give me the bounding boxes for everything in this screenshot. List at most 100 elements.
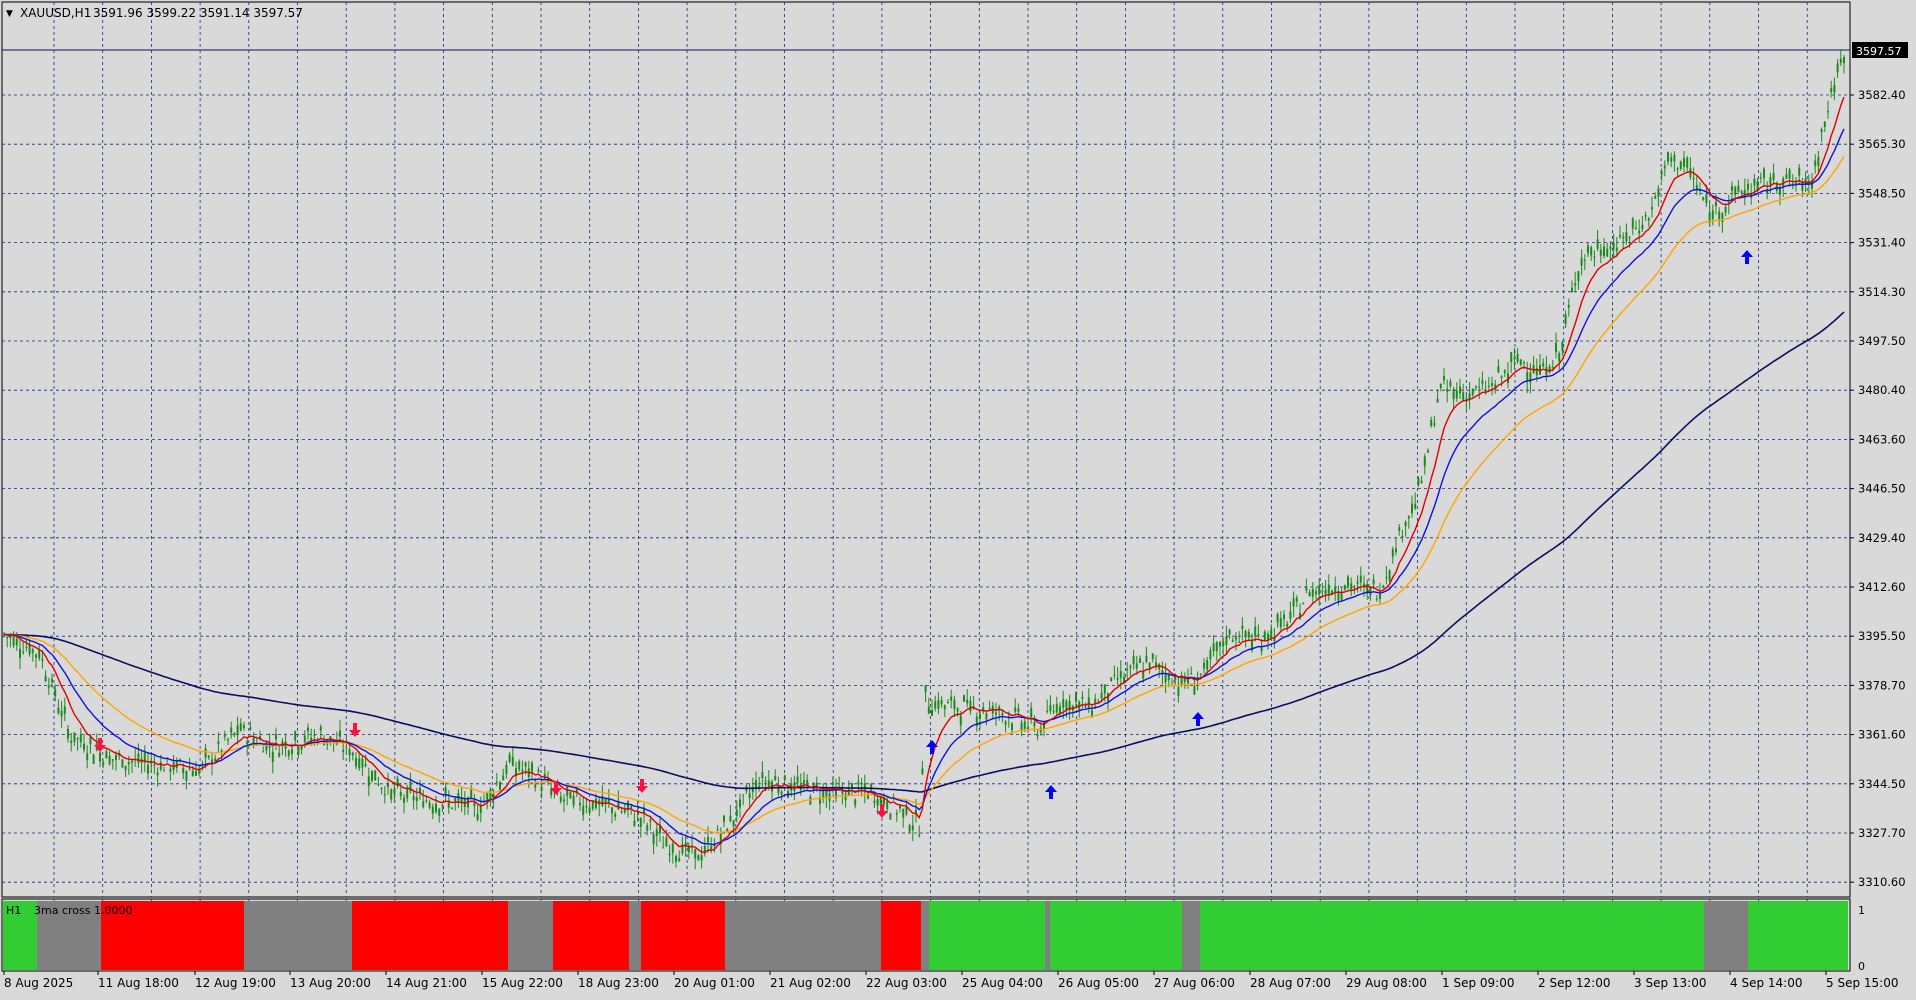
candle-body xyxy=(953,699,956,710)
candle-body xyxy=(294,731,297,741)
price-axis-label: 3565.30 xyxy=(1858,137,1906,151)
candle-body xyxy=(1679,161,1682,169)
candle-body xyxy=(1295,597,1298,602)
candle-body xyxy=(195,771,197,776)
candle-body xyxy=(1068,700,1071,711)
candle-body xyxy=(291,749,293,755)
candle-body xyxy=(396,778,399,787)
candle-body xyxy=(1551,367,1554,369)
candle-body xyxy=(233,733,236,736)
candle-body xyxy=(495,781,498,783)
candle-body xyxy=(1091,710,1093,717)
indicator-segment xyxy=(3,901,37,970)
candle-body xyxy=(1465,398,1468,401)
main-panel[interactable] xyxy=(1,1,1851,898)
candle-body xyxy=(841,790,844,794)
candle-body xyxy=(57,707,60,714)
candle-body xyxy=(1318,585,1321,595)
candle-body xyxy=(1801,182,1804,191)
candle-body xyxy=(835,787,837,798)
candle-body xyxy=(431,806,434,814)
candle-body xyxy=(927,706,930,714)
candle-body xyxy=(1481,380,1484,384)
ma-fast-line xyxy=(3,96,1845,853)
candle-body xyxy=(1247,632,1250,638)
candle-body xyxy=(492,794,495,799)
candle-body xyxy=(1795,182,1797,185)
candle-body xyxy=(662,847,665,849)
candle-body xyxy=(707,837,709,842)
candle-body xyxy=(1343,585,1346,590)
candle-body xyxy=(665,837,668,847)
candle-body xyxy=(143,752,146,763)
candle-body xyxy=(460,798,463,804)
candle-body xyxy=(1414,503,1417,509)
candle-body xyxy=(1308,591,1311,597)
candle-body xyxy=(1580,257,1583,266)
candle-body xyxy=(115,755,117,760)
candle-body xyxy=(422,801,425,808)
candle-body xyxy=(713,844,716,847)
candle-body xyxy=(780,791,783,795)
candle-body xyxy=(268,744,271,748)
candle-body xyxy=(476,814,479,820)
candle-body xyxy=(1571,287,1573,293)
candle-body xyxy=(1087,697,1090,707)
candle-body xyxy=(700,854,703,861)
time-axis-label: 21 Aug 02:00 xyxy=(770,976,851,990)
candle-body xyxy=(60,711,63,717)
time-axis-label: 1 Sep 09:00 xyxy=(1442,976,1514,990)
candle-body xyxy=(1286,623,1289,627)
candle-body xyxy=(99,752,101,762)
candle-body xyxy=(239,723,242,731)
candle-body xyxy=(1692,178,1695,180)
candle-body xyxy=(796,776,799,784)
candle-body xyxy=(19,648,21,658)
candle-body xyxy=(1161,670,1164,674)
price-axis[interactable]: 3582.40 3565.30 3548.50 3531.40 3514.30 3497.… xyxy=(1850,88,1906,889)
candle-body xyxy=(921,768,924,774)
candle-body xyxy=(159,762,162,770)
candle-body xyxy=(278,752,281,757)
symbol-menu-icon[interactable]: ▼ xyxy=(6,9,13,19)
candle-body xyxy=(1356,581,1359,584)
candle-body xyxy=(1430,420,1433,427)
price-axis-label: 3582.40 xyxy=(1858,88,1906,102)
candle-body xyxy=(1100,692,1103,699)
candle-body xyxy=(572,795,575,806)
candle-body xyxy=(806,779,809,786)
time-axis-label: 28 Aug 07:00 xyxy=(1250,976,1331,990)
candle-body xyxy=(767,780,770,788)
candle-body xyxy=(153,764,156,766)
candle-body xyxy=(1379,593,1381,600)
candle-body xyxy=(1254,626,1257,637)
candle-body xyxy=(207,755,210,758)
buy-arrow-icon xyxy=(926,740,938,754)
candle-body xyxy=(831,782,834,785)
candle-body xyxy=(684,843,687,847)
candle-body xyxy=(1014,707,1017,712)
candle-body xyxy=(1011,723,1013,731)
candle-body xyxy=(1660,170,1663,175)
ohlc-readout: 3591.96 3599.22 3591.14 3597.57 xyxy=(93,6,303,20)
candle-body xyxy=(595,798,597,808)
time-axis-label: 2 Sep 12:00 xyxy=(1538,976,1610,990)
candle-body xyxy=(1398,527,1401,531)
candle-body xyxy=(1228,629,1231,635)
candle-body xyxy=(303,735,306,742)
ma-long-line xyxy=(4,311,1845,793)
candle-body xyxy=(1094,698,1097,704)
candle-body xyxy=(1564,314,1567,325)
candle-body xyxy=(627,801,629,811)
candle-body xyxy=(924,685,927,693)
candle-body xyxy=(1391,549,1394,557)
candle-body xyxy=(1033,722,1036,727)
time-axis[interactable]: 8 Aug 2025 11 Aug 18:00 12 Aug 19:00 13 Aug… xyxy=(3,971,1898,990)
candle-body xyxy=(860,788,863,791)
candle-body xyxy=(870,783,873,791)
candle-body xyxy=(1103,684,1106,694)
candle-body xyxy=(963,695,965,702)
candle-body xyxy=(723,815,725,822)
